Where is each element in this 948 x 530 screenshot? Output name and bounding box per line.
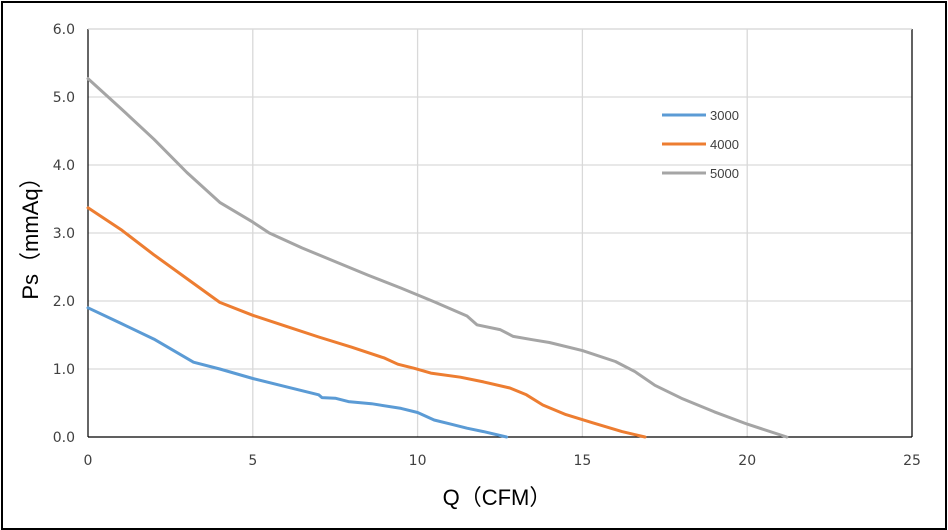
y-tick-label: 1.0 xyxy=(53,362,75,378)
y-axis-title: Ps（mmAq） xyxy=(18,166,43,299)
y-tick-label: 2.0 xyxy=(53,294,75,310)
legend-label-3000: 3000 xyxy=(710,108,739,123)
tick-labels: 0 5 10 15 20 25 0.0 1.0 2.0 3.0 4.0 5.0 6.0 xyxy=(53,22,921,469)
y-tick-label: 4.0 xyxy=(53,158,75,174)
gridlines xyxy=(88,28,913,437)
x-axis-title: Q（CFM） xyxy=(443,485,552,510)
x-tick-label: 5 xyxy=(248,453,257,469)
x-tick-label: 10 xyxy=(409,453,427,469)
series-line-3000 xyxy=(86,306,509,439)
x-tick-label: 15 xyxy=(573,453,591,469)
x-tick-label: 20 xyxy=(738,453,756,469)
x-tick-label: 0 xyxy=(84,453,93,469)
series-line-5000 xyxy=(86,77,789,439)
legend-label-5000: 5000 xyxy=(710,166,739,181)
y-tick-label: 3.0 xyxy=(53,226,75,242)
legend: 3000 4000 5000 xyxy=(662,108,739,181)
axes xyxy=(87,28,913,438)
legend-label-4000: 4000 xyxy=(710,137,739,152)
y-tick-label: 6.0 xyxy=(53,22,75,38)
series-lines xyxy=(86,77,789,439)
y-tick-label: 0.0 xyxy=(53,430,75,446)
y-tick-label: 5.0 xyxy=(53,90,75,106)
x-tick-label: 25 xyxy=(903,453,921,469)
series-line-4000 xyxy=(86,206,647,439)
